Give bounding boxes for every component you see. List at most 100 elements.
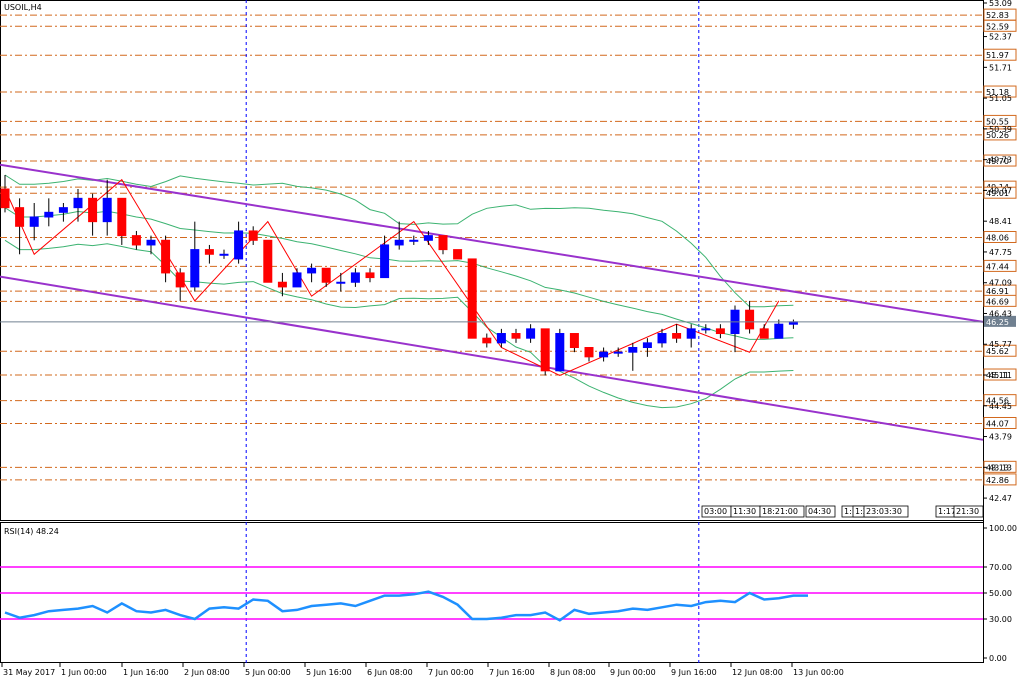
time-tag: 21:30 bbox=[956, 507, 979, 516]
price-tick-label: 42.47 bbox=[989, 494, 1012, 503]
level-tag bbox=[983, 128, 1017, 141]
rsi-tick-label: 70.00 bbox=[989, 563, 1012, 572]
candle-body bbox=[44, 211, 54, 218]
candle-body bbox=[88, 197, 98, 223]
time-tick-label: 8 Jun 08:00 bbox=[550, 668, 596, 677]
time-tags: 03:0011:3018:21:0004:301:151:2023:03:301… bbox=[701, 505, 984, 518]
candle-body bbox=[146, 239, 156, 246]
level-value: 49.70 bbox=[986, 157, 1009, 166]
price-tick-label: 49.73 bbox=[989, 156, 1012, 165]
bollinger-middle bbox=[4, 207, 794, 340]
level-tag bbox=[983, 394, 1017, 407]
time-tick-label: 12 Jun 08:00 bbox=[732, 668, 783, 677]
level-tag bbox=[983, 114, 1017, 127]
candle-body bbox=[672, 333, 682, 339]
candle-body bbox=[613, 351, 623, 354]
price-tick-label: 48.41 bbox=[989, 217, 1012, 226]
candle-body bbox=[29, 216, 39, 227]
price-tick-label: 52.37 bbox=[989, 33, 1012, 42]
level-tag bbox=[983, 154, 1017, 167]
candle-body bbox=[190, 249, 200, 288]
candle-body bbox=[380, 244, 390, 279]
time-tick-label: 13 Jun 00:00 bbox=[793, 668, 844, 677]
candle-body bbox=[526, 328, 536, 339]
candle-body bbox=[540, 328, 550, 372]
level-value: 48.06 bbox=[986, 233, 1009, 242]
candle-body bbox=[248, 230, 258, 241]
candle-body bbox=[394, 239, 404, 246]
level-value: 46.69 bbox=[986, 297, 1009, 306]
candle-body bbox=[745, 309, 755, 330]
current-price-tag bbox=[984, 315, 1016, 327]
rsi-tick-label: 50.00 bbox=[989, 589, 1012, 598]
candle-body bbox=[467, 258, 477, 339]
candle-body bbox=[642, 342, 652, 349]
time-tag: 18:21:00 bbox=[762, 507, 798, 516]
price-channel bbox=[0, 163, 984, 441]
candle-body bbox=[423, 235, 433, 241]
time-tick-label: 5 Jun 00:00 bbox=[245, 668, 291, 677]
time-tag: 11:30 bbox=[733, 507, 756, 516]
candle-body bbox=[58, 207, 68, 213]
time-tag: 04:30 bbox=[808, 507, 831, 516]
horizontal-levels: 52.8352.5951.9751.1850.5550.2649.7049.14… bbox=[0, 8, 1017, 486]
level-value: 46.91 bbox=[986, 287, 1009, 296]
level-tag bbox=[983, 416, 1017, 429]
level-value: 42.86 bbox=[986, 476, 1009, 485]
level-value: 45.62 bbox=[986, 347, 1009, 356]
level-tag bbox=[983, 259, 1017, 272]
level-value: 51.18 bbox=[986, 88, 1009, 97]
time-tick-label: 7 Jun 16:00 bbox=[489, 668, 535, 677]
rsi-tick-label: 0.00 bbox=[989, 654, 1007, 663]
candle-body bbox=[350, 272, 360, 283]
price-tick-label: 53.09 bbox=[989, 0, 1012, 8]
level-tag bbox=[983, 294, 1017, 307]
level-value: 52.59 bbox=[986, 22, 1009, 31]
candle-body bbox=[759, 328, 769, 339]
candle-body bbox=[599, 351, 609, 358]
candle-body bbox=[701, 328, 711, 331]
time-tick-label: 5 Jun 16:00 bbox=[306, 668, 352, 677]
price-tick-label: 47.75 bbox=[989, 248, 1012, 257]
level-tag bbox=[983, 473, 1017, 486]
time-tag-box bbox=[953, 505, 984, 518]
candle-body bbox=[555, 333, 565, 372]
level-tag bbox=[983, 19, 1017, 32]
time-tick-label: 7 Jun 00:00 bbox=[428, 668, 474, 677]
price-tick-label: 50.39 bbox=[989, 125, 1012, 134]
rsi-indicator: 100.00 70.00 50.00 30.00 0.00 bbox=[0, 524, 1017, 663]
candle-body bbox=[365, 272, 375, 279]
candle-body bbox=[234, 230, 244, 260]
level-value: 49.01 bbox=[986, 189, 1009, 198]
candle-body bbox=[438, 235, 448, 251]
rsi-label: RSI(14) 48.24 bbox=[4, 527, 59, 536]
time-tag: 23:03:30 bbox=[866, 507, 902, 516]
candle-body bbox=[15, 207, 25, 227]
candle-body bbox=[175, 272, 185, 288]
rsi-line bbox=[4, 590, 808, 622]
price-tick-label: 46.43 bbox=[989, 309, 1012, 318]
time-tag-box bbox=[863, 505, 909, 518]
candle-body bbox=[715, 328, 725, 335]
price-tick-label: 49.07 bbox=[989, 186, 1012, 195]
candle-body bbox=[657, 333, 667, 344]
candle-body bbox=[204, 249, 214, 255]
channel-lower-line bbox=[0, 275, 984, 441]
candle-body bbox=[219, 253, 229, 256]
level-tag bbox=[983, 230, 1017, 243]
level-value: 50.26 bbox=[986, 131, 1009, 140]
channel-upper-line bbox=[0, 163, 984, 323]
current-price-value: 46.25 bbox=[986, 318, 1009, 327]
price-tick-label: 44.45 bbox=[989, 402, 1012, 411]
level-value: 50.55 bbox=[986, 117, 1009, 126]
candle-body bbox=[161, 239, 171, 274]
price-pane-frame bbox=[0, 0, 984, 521]
time-tick-label: 31 May 2017 bbox=[3, 668, 55, 677]
bollinger-lower bbox=[4, 239, 794, 409]
price-tick-label: 43.13 bbox=[989, 463, 1012, 472]
candle-body bbox=[102, 197, 112, 223]
time-tick-label: 6 Jun 08:00 bbox=[367, 668, 413, 677]
candle-body bbox=[628, 347, 638, 353]
symbol-label: USOIL,H4 bbox=[4, 3, 42, 12]
